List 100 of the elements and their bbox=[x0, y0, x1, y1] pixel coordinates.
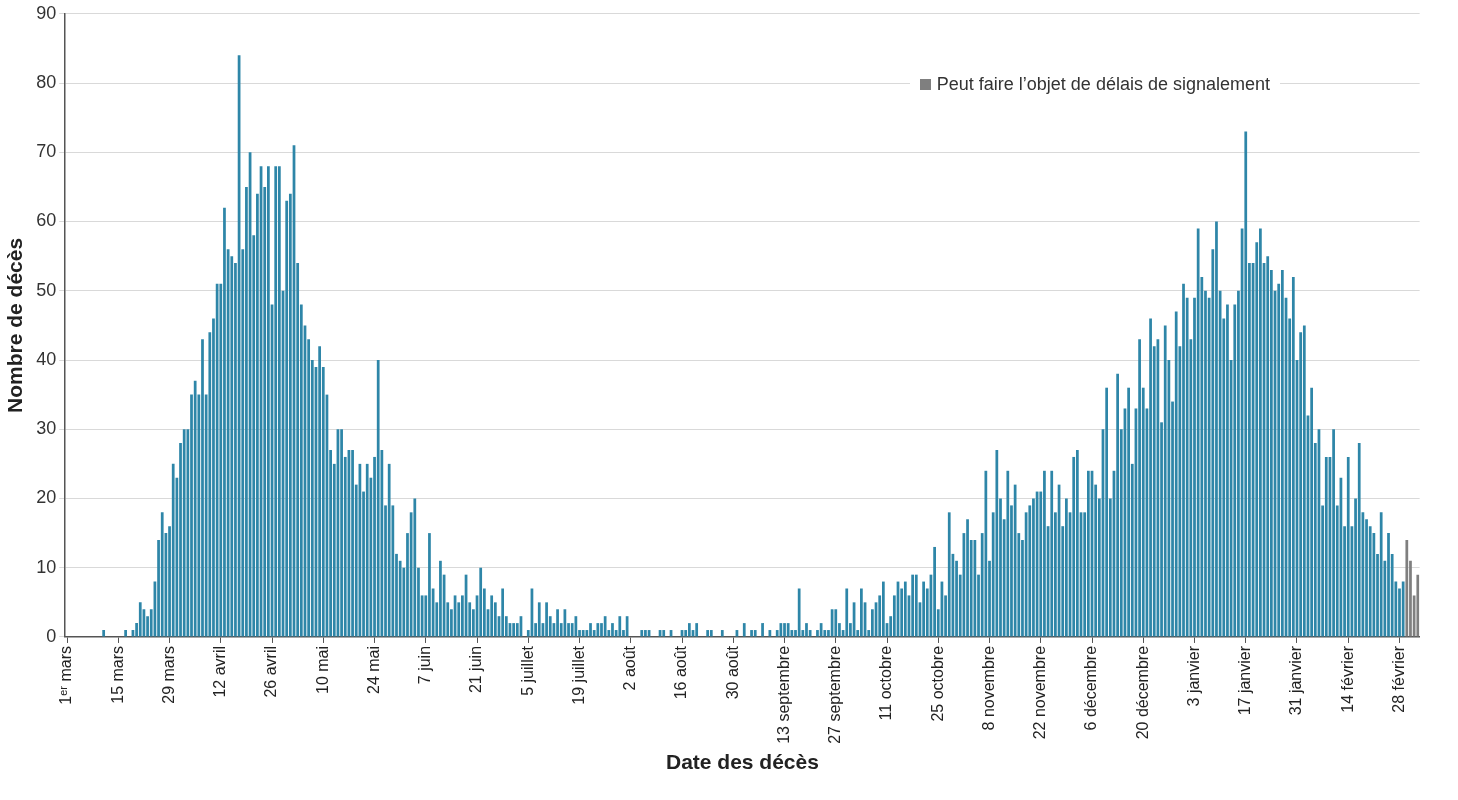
x-tick-label: 24 mai bbox=[364, 645, 382, 694]
bar bbox=[1332, 429, 1335, 637]
bar bbox=[1401, 581, 1405, 637]
bar bbox=[750, 630, 753, 637]
x-tick-label: 2 août bbox=[621, 645, 639, 691]
x-tick-label: 31 janvier bbox=[1287, 645, 1305, 716]
x-tick-label: 14 février bbox=[1338, 645, 1356, 713]
bar bbox=[753, 630, 757, 637]
bar bbox=[720, 630, 724, 637]
bar bbox=[783, 623, 786, 637]
bar bbox=[1075, 450, 1079, 637]
x-tick-label: 5 juillet bbox=[518, 645, 536, 696]
bar bbox=[274, 166, 278, 637]
bar bbox=[1405, 540, 1409, 637]
x-tick-label: 3 janvier bbox=[1184, 645, 1202, 707]
y-tick-label: 10 bbox=[36, 556, 57, 577]
x-tick-label: 13 septembre bbox=[774, 645, 792, 744]
bar bbox=[351, 450, 354, 637]
bar bbox=[340, 429, 343, 637]
bar bbox=[1086, 470, 1090, 637]
bar bbox=[574, 616, 578, 637]
bar bbox=[1226, 304, 1229, 637]
bar bbox=[1196, 228, 1200, 637]
bar bbox=[1387, 533, 1390, 637]
bar bbox=[556, 609, 559, 637]
bar bbox=[501, 588, 505, 637]
bar bbox=[138, 602, 142, 637]
bar bbox=[805, 623, 808, 637]
bar bbox=[845, 588, 849, 637]
x-tick-label: 16 août bbox=[672, 645, 690, 700]
x-tick-label: 27 septembre bbox=[826, 645, 844, 744]
bar bbox=[193, 380, 197, 637]
bar bbox=[1105, 387, 1109, 637]
bar bbox=[223, 207, 226, 637]
bar bbox=[603, 616, 607, 637]
bar bbox=[933, 546, 936, 637]
y-tick-label: 50 bbox=[36, 279, 57, 300]
bar bbox=[589, 623, 592, 637]
bar bbox=[1043, 470, 1046, 637]
x-tick-label: 19 juillet bbox=[569, 645, 587, 705]
bar bbox=[1006, 470, 1010, 637]
bar bbox=[201, 339, 204, 637]
bar bbox=[1050, 470, 1054, 637]
bar bbox=[1149, 318, 1152, 637]
bar bbox=[834, 609, 838, 637]
bar bbox=[640, 630, 644, 637]
bar bbox=[903, 581, 907, 637]
bar bbox=[1357, 443, 1361, 637]
x-tick-label: 26 avril bbox=[262, 645, 280, 698]
bar bbox=[695, 623, 699, 637]
y-tick-label: 60 bbox=[36, 210, 57, 231]
bar bbox=[984, 470, 988, 637]
x-tick-label: 28 février bbox=[1389, 645, 1407, 713]
bar bbox=[709, 630, 713, 637]
bar bbox=[537, 602, 541, 637]
bar bbox=[1310, 387, 1314, 637]
x-tick-label: 12 avril bbox=[211, 645, 229, 698]
bar bbox=[182, 429, 186, 637]
bar bbox=[413, 498, 417, 637]
bar bbox=[644, 630, 647, 637]
x-tick-label: 30 août bbox=[723, 645, 741, 700]
bar bbox=[545, 602, 548, 637]
x-tick-label: 17 janvier bbox=[1236, 645, 1254, 716]
bar bbox=[1416, 574, 1420, 637]
bar bbox=[1302, 325, 1306, 637]
x-tick-label: 11 octobre bbox=[877, 645, 895, 721]
x-tick-label: 21 juin bbox=[467, 645, 485, 694]
bar bbox=[860, 588, 863, 637]
bar bbox=[966, 519, 969, 637]
y-axis-title: Nombre de décès bbox=[3, 237, 27, 413]
bar bbox=[428, 533, 431, 637]
bar bbox=[611, 623, 614, 637]
x-tick-label: 8 novembre bbox=[979, 645, 997, 731]
y-tick-label: 40 bbox=[36, 348, 57, 369]
y-tick-label: 30 bbox=[36, 418, 57, 439]
bar bbox=[1065, 498, 1068, 637]
bar bbox=[512, 623, 516, 637]
bar bbox=[215, 283, 219, 637]
bar bbox=[1280, 269, 1284, 637]
bar bbox=[124, 630, 127, 637]
bar bbox=[914, 574, 918, 637]
bar bbox=[102, 630, 106, 637]
bar bbox=[911, 574, 915, 637]
y-tick-label: 80 bbox=[36, 72, 57, 93]
bar bbox=[490, 595, 494, 637]
bar bbox=[160, 512, 164, 637]
y-tick-label: 0 bbox=[46, 625, 57, 646]
x-axis-title: Date des décès bbox=[665, 750, 819, 774]
bar bbox=[318, 346, 321, 637]
bar bbox=[662, 630, 666, 637]
bar bbox=[706, 630, 710, 637]
bar bbox=[1127, 387, 1130, 637]
bar bbox=[786, 623, 790, 637]
x-tick-label: 1ᵉʳ mars bbox=[57, 645, 75, 705]
bar bbox=[376, 360, 380, 637]
bar bbox=[618, 616, 622, 637]
bar bbox=[1259, 228, 1262, 637]
bar bbox=[779, 623, 783, 637]
bar bbox=[995, 450, 999, 637]
bar bbox=[1163, 325, 1167, 637]
